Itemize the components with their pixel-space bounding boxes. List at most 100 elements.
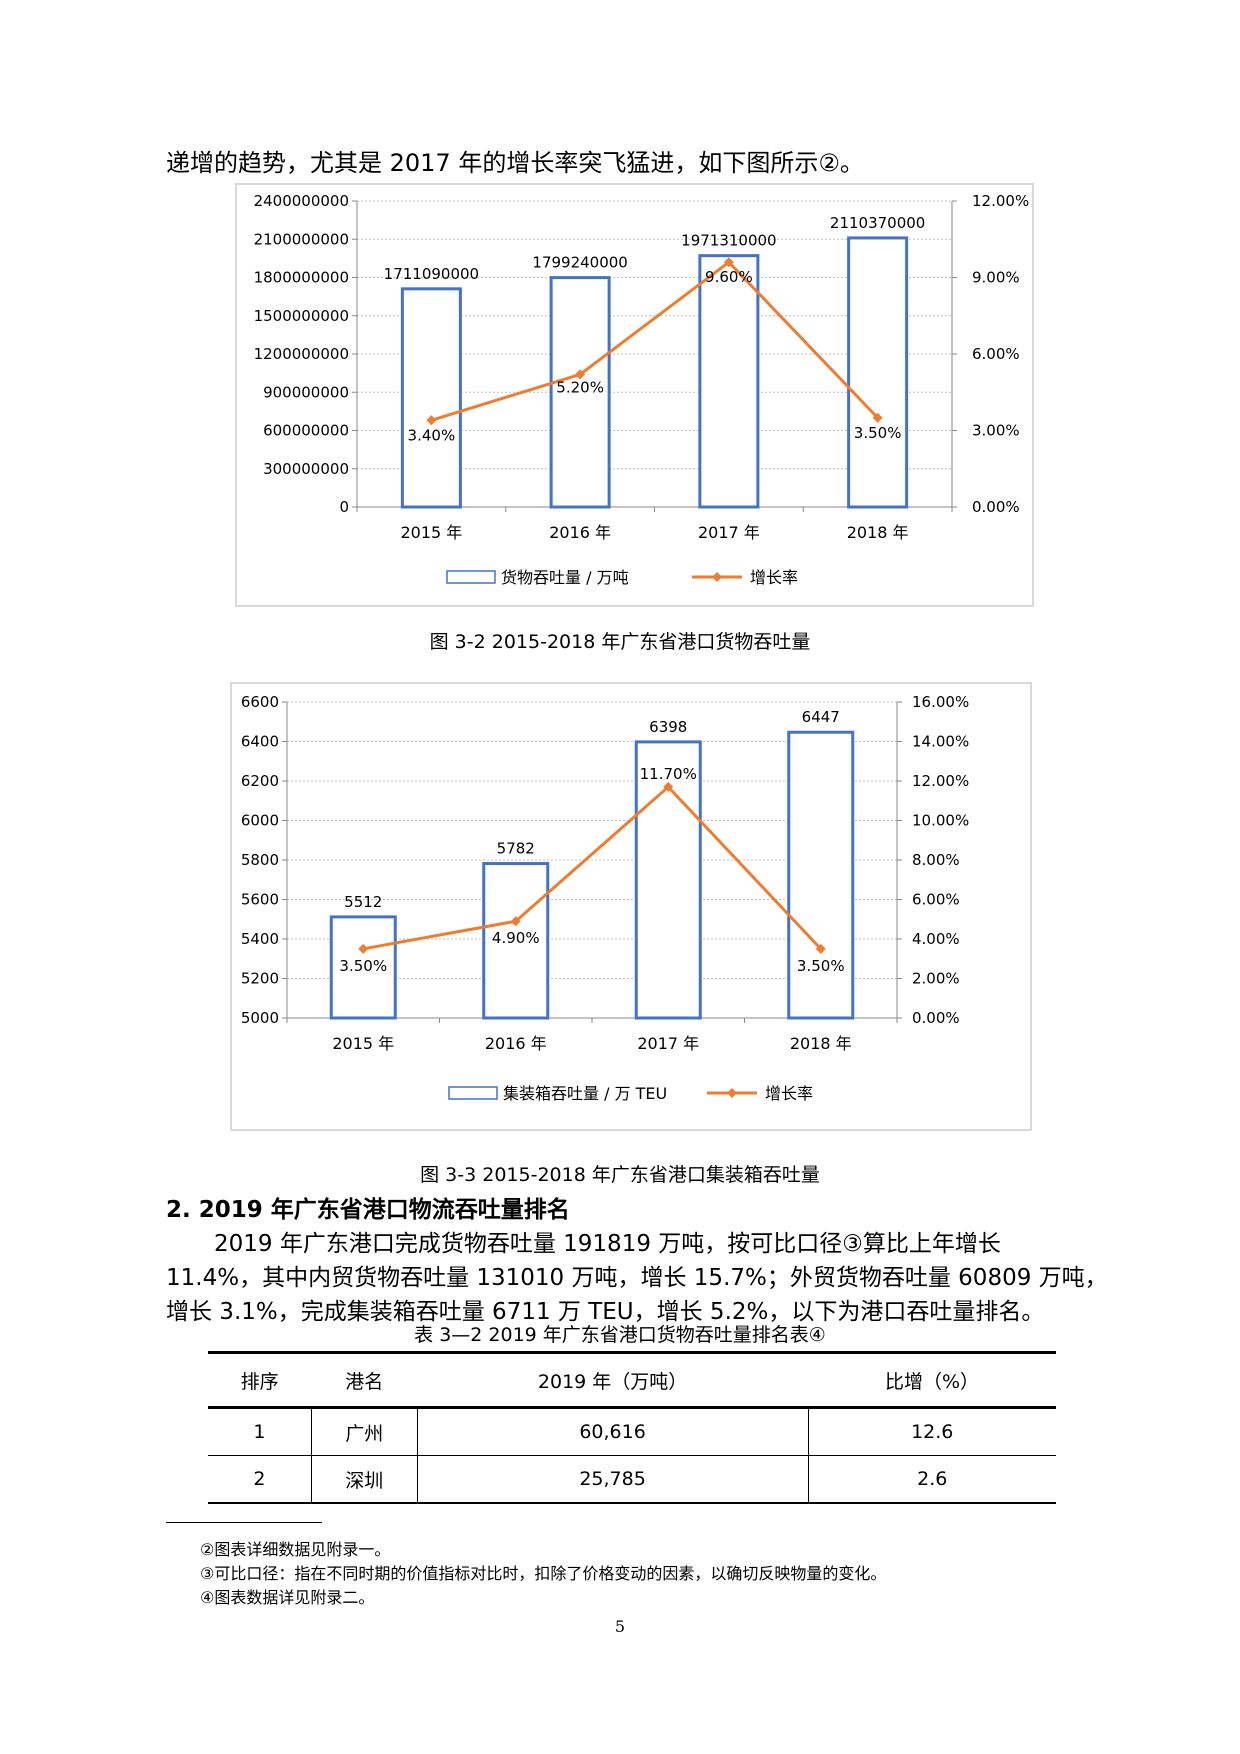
growth-data-label: 3.40% (408, 426, 456, 444)
y-tick-label: 1200000000 (254, 345, 349, 363)
y-tick-label: 1800000000 (254, 269, 349, 287)
chart-cargo-throughput: 0 300000000 600000000 900000000 1200000000 15… (235, 183, 1034, 607)
header-growth: 比增（%） (808, 1351, 1056, 1409)
legend-line-label: 增长率 (765, 1084, 813, 1103)
bar (847, 236, 909, 509)
bar-data-label: 1971310000 (681, 232, 776, 250)
growth-point (510, 916, 521, 927)
x-category-label: 2016 年 (485, 1034, 547, 1053)
footnote-divider (166, 1522, 322, 1523)
y2-tick-label: 12.00% (912, 772, 969, 790)
growth-point (663, 781, 674, 792)
growth-point (815, 943, 826, 954)
growth-point (426, 415, 437, 426)
y-tick-label: 5400 (241, 930, 279, 948)
y-tick-label: 900000000 (263, 383, 349, 401)
y2-tick-label: 6.00% (972, 345, 1020, 363)
cell-port: 深圳 (310, 1455, 418, 1504)
table-header-row: 排序 港名 2019 年（万吨） 比增（%） (208, 1351, 1056, 1409)
growth-data-label: 9.60% (705, 268, 753, 286)
x-category-label: 2017 年 (637, 1034, 699, 1053)
growth-point (872, 412, 883, 423)
y2-tick-label: 10.00% (912, 812, 969, 830)
chart-cargo-svg: 0 300000000 600000000 900000000 1200000000 15… (254, 192, 1030, 587)
x-category-label: 2018 年 (790, 1034, 852, 1053)
paragraph-line: 11.4%，其中内贸货物吞吐量 131010 万吨，增长 15.7%；外贸货物吞… (166, 1265, 1108, 1291)
y2-tick-label: 2.00% (912, 970, 960, 988)
y2-tick-label: 14.00% (912, 733, 969, 751)
bar (400, 287, 462, 509)
y2-tick-label: 4.00% (912, 930, 960, 948)
x-category-label: 2017 年 (698, 523, 760, 542)
growth-point (723, 257, 734, 268)
cell-growth: 12.6 (807, 1407, 1056, 1456)
y-tick-label: 6000 (241, 812, 279, 830)
bar-data-label: 2110370000 (830, 214, 925, 232)
y-tick-label: 5800 (241, 851, 279, 869)
table-row: 1 广州 60,616 12.6 (208, 1407, 1056, 1456)
footnote-2: ②图表详细数据见附录一。 (200, 1540, 391, 1559)
legend-bar-label: 货物吞吐量 / 万吨 (501, 568, 629, 587)
ranking-table: 排序 港名 2019 年（万吨） 比增（%） 1 广州 60,616 12.6 … (208, 1351, 1056, 1504)
bar-data-label: 1799240000 (532, 254, 627, 272)
y2-tick-label: 0.00% (912, 1009, 960, 1027)
y2-tick-label: 12.00% (972, 192, 1029, 210)
cell-port: 广州 (310, 1407, 418, 1456)
header-port: 港名 (311, 1351, 418, 1409)
header-throughput: 2019 年（万吨） (417, 1351, 809, 1409)
y-tick-label: 0 (339, 498, 349, 516)
y-tick-label: 6600 (241, 693, 279, 711)
growth-data-label: 3.50% (854, 424, 902, 442)
section-heading: 2. 2019 年广东省港口物流吞吐量排名 (166, 1197, 570, 1223)
cell-rank: 2 (208, 1455, 312, 1504)
y-tick-label: 2100000000 (254, 230, 349, 248)
x-category-label: 2015 年 (400, 523, 462, 542)
growth-data-label: 5.20% (556, 378, 604, 396)
x-category-label: 2016 年 (549, 523, 611, 542)
x-category-label: 2018 年 (847, 523, 909, 542)
growth-data-label: 4.90% (492, 929, 540, 947)
y-tick-label: 6400 (241, 733, 279, 751)
y-tick-label: 6200 (241, 772, 279, 790)
paragraph-line: 2019 年广东港口完成货物吞吐量 191819 万吨，按可比口径③算比上年增长 (214, 1231, 1001, 1257)
cell-throughput: 60,616 (416, 1407, 809, 1456)
y-tick-label: 5600 (241, 891, 279, 909)
bar-data-label: 1711090000 (384, 265, 479, 283)
growth-line (430, 260, 879, 422)
paragraph-line: 增长 3.1%，完成集装箱吞吐量 6711 万 TEU，增长 5.2%，以下为港… (166, 1299, 1045, 1325)
bar (787, 730, 855, 1020)
legend-line-marker (712, 572, 722, 582)
chart-container-caption: 图 3-3 2015-2018 年广东省港口集装箱吞吐量 (420, 1164, 820, 1186)
legend-line-label: 增长率 (750, 568, 798, 587)
growth-point (358, 943, 369, 954)
cell-rank: 1 (208, 1407, 312, 1456)
y2-tick-label: 3.00% (972, 422, 1020, 440)
bar-data-label: 6447 (802, 708, 840, 726)
growth-line (362, 784, 822, 951)
bar (698, 254, 760, 509)
cell-throughput: 25,785 (416, 1455, 809, 1504)
chart-cargo-caption: 图 3-2 2015-2018 年广东省港口货物吞吐量 (429, 631, 811, 653)
bar (549, 276, 611, 509)
y-tick-label: 5200 (241, 970, 279, 988)
y2-tick-label: 8.00% (912, 851, 960, 869)
chart-container-throughput: 5000 5200 5400 5600 5800 6000 6200 6400 6600 0.00… (230, 682, 1032, 1131)
growth-data-label: 11.70% (640, 765, 697, 783)
y2-tick-label: 9.00% (972, 269, 1020, 287)
table-row: 2 深圳 25,785 2.6 (208, 1455, 1056, 1504)
footnote-4: ④图表数据详见附录二。 (200, 1588, 375, 1607)
legend-line-marker (727, 1088, 737, 1098)
growth-data-label: 3.50% (339, 957, 387, 975)
bar (482, 862, 550, 1020)
bar (329, 915, 397, 1020)
footnote-3: ③可比口径：指在不同时期的价值指标对比时，扣除了价格变动的因素，以确切反映物量的… (200, 1564, 887, 1583)
y2-tick-label: 6.00% (912, 891, 960, 909)
legend-bar-label: 集装箱吞吐量 / 万 TEU (503, 1084, 667, 1103)
y-tick-label: 600000000 (263, 422, 349, 440)
legend-bar-swatch (446, 570, 496, 584)
page-number: 5 (614, 1617, 626, 1636)
bar-data-label: 5782 (497, 840, 535, 858)
table-title: 表 3—2 2019 年广东省港口货物吞吐量排名表④ (414, 1324, 826, 1346)
x-category-label: 2015 年 (332, 1034, 394, 1053)
y-tick-label: 5000 (241, 1009, 279, 1027)
